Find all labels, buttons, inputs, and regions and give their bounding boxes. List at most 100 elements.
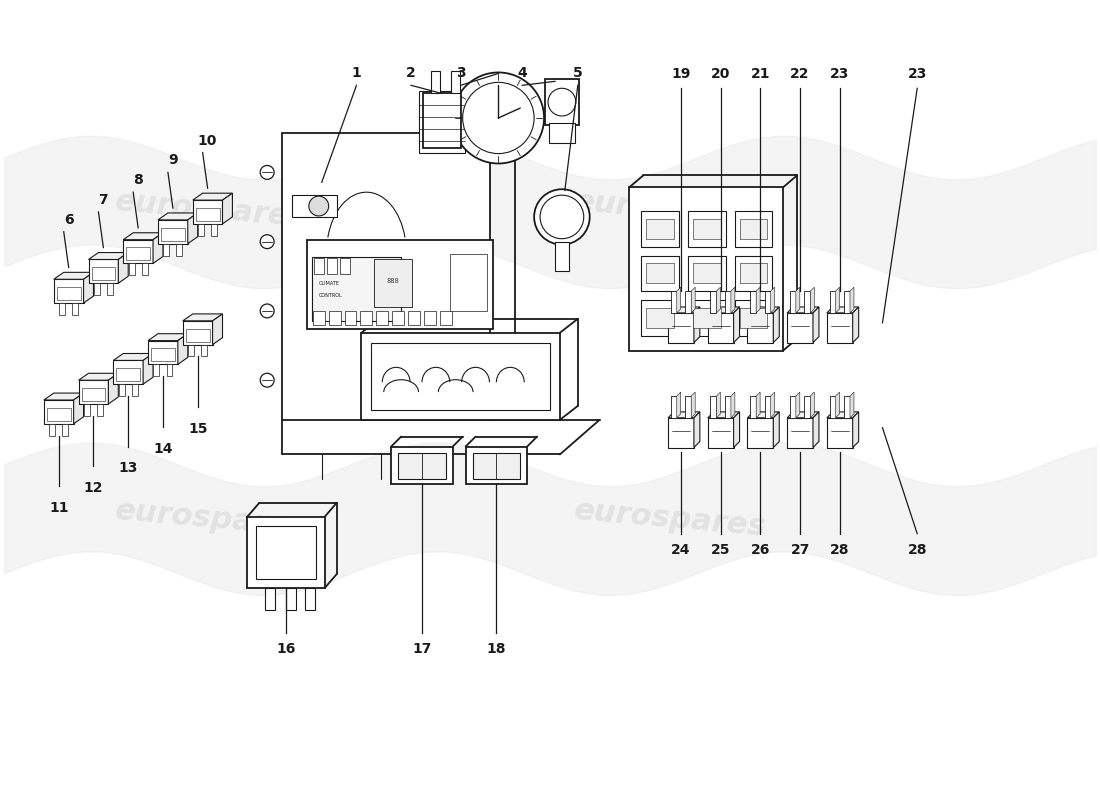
Bar [344, 311, 356, 325]
Bar [88, 259, 119, 283]
Bar [376, 311, 388, 325]
Text: 888: 888 [387, 278, 399, 284]
Bar [544, 79, 579, 125]
Bar [113, 361, 143, 384]
Text: 4: 4 [517, 66, 527, 80]
Polygon shape [836, 392, 839, 418]
Polygon shape [668, 412, 700, 418]
Bar [693, 308, 720, 328]
Bar [688, 211, 726, 246]
Bar [725, 396, 730, 418]
Circle shape [261, 166, 274, 179]
Bar [59, 303, 65, 315]
Bar [84, 404, 90, 416]
Bar [393, 311, 404, 325]
Bar [668, 418, 694, 447]
Text: 13: 13 [119, 462, 138, 475]
Bar [248, 517, 324, 588]
Bar [707, 313, 734, 342]
Bar [153, 364, 159, 376]
Bar [286, 588, 296, 610]
Polygon shape [827, 307, 859, 313]
Polygon shape [716, 287, 720, 313]
Bar [641, 211, 679, 246]
Polygon shape [850, 392, 854, 418]
Polygon shape [707, 412, 739, 418]
Circle shape [261, 374, 274, 387]
Bar [788, 418, 813, 447]
Bar [790, 396, 795, 418]
Polygon shape [836, 287, 839, 313]
Bar [256, 526, 316, 579]
Bar [73, 303, 78, 315]
Text: 11: 11 [50, 501, 68, 515]
Polygon shape [748, 412, 779, 418]
Polygon shape [811, 392, 814, 418]
Bar [668, 313, 694, 342]
Bar [374, 259, 412, 307]
Text: 14: 14 [153, 442, 173, 455]
Polygon shape [109, 374, 119, 404]
Bar [827, 313, 853, 342]
Polygon shape [795, 287, 800, 313]
Bar [844, 396, 850, 418]
Polygon shape [183, 314, 222, 321]
Bar [91, 267, 116, 280]
Polygon shape [813, 412, 818, 447]
Circle shape [463, 82, 535, 154]
Bar [693, 263, 720, 283]
Bar [685, 291, 691, 313]
Bar [47, 408, 70, 421]
Bar [739, 308, 768, 328]
Bar [57, 287, 80, 300]
Polygon shape [88, 253, 129, 259]
Bar [362, 333, 560, 420]
Bar [327, 258, 337, 274]
Text: eurospares: eurospares [573, 496, 768, 542]
Polygon shape [734, 412, 739, 447]
Bar [450, 254, 487, 311]
Bar [54, 279, 84, 303]
Bar [158, 220, 188, 244]
Bar [361, 311, 373, 325]
Text: 15: 15 [188, 422, 208, 436]
Polygon shape [771, 392, 774, 418]
Text: 23: 23 [830, 67, 849, 82]
Polygon shape [852, 412, 859, 447]
Text: 16: 16 [276, 642, 296, 657]
Bar [788, 313, 813, 342]
Bar [78, 380, 109, 404]
Bar [340, 258, 350, 274]
Bar [735, 300, 772, 336]
Bar [329, 311, 341, 325]
Bar [764, 396, 771, 418]
Bar [142, 263, 147, 275]
Polygon shape [771, 287, 774, 313]
Bar [641, 255, 679, 291]
Bar [192, 200, 222, 224]
Bar [790, 291, 795, 313]
Polygon shape [192, 193, 232, 200]
Polygon shape [788, 412, 818, 418]
Bar [685, 396, 691, 418]
Bar [829, 396, 836, 418]
Bar [97, 404, 103, 416]
Bar [398, 454, 446, 479]
Bar [129, 263, 134, 275]
Polygon shape [44, 393, 84, 400]
Polygon shape [795, 392, 800, 418]
Bar [764, 291, 771, 313]
Text: 5: 5 [573, 66, 583, 80]
Text: 6: 6 [64, 213, 74, 227]
Circle shape [540, 195, 584, 238]
Bar [211, 224, 217, 236]
Text: 19: 19 [671, 67, 691, 82]
Bar [688, 300, 726, 336]
Text: 28: 28 [830, 543, 849, 558]
Polygon shape [188, 213, 198, 244]
Text: CONTROL: CONTROL [319, 293, 342, 298]
Text: 26: 26 [750, 543, 770, 558]
Bar [164, 244, 169, 255]
Bar [161, 228, 185, 241]
Text: 24: 24 [671, 543, 691, 558]
